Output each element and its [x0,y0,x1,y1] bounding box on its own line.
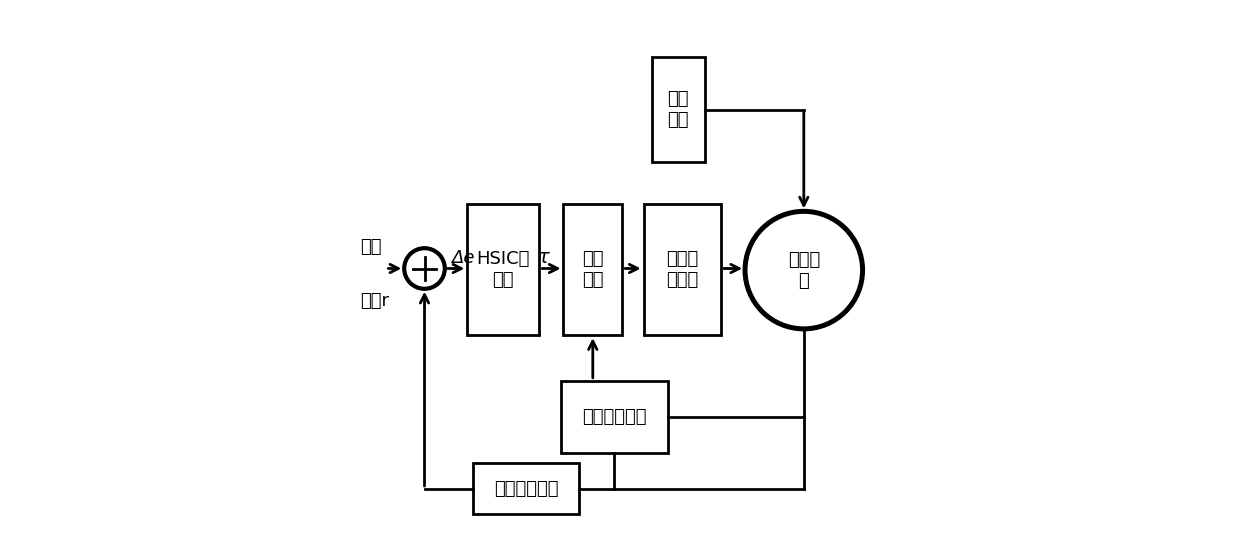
Text: 给定: 给定 [361,238,382,256]
FancyBboxPatch shape [652,57,705,162]
FancyBboxPatch shape [472,463,580,514]
Text: 换相
逻辑: 换相 逻辑 [582,250,603,289]
Text: 直流电
机: 直流电 机 [788,251,820,289]
Text: 三相霍尔信号: 三相霍尔信号 [582,408,647,426]
Text: Δe: Δe [451,249,475,267]
FancyBboxPatch shape [561,381,668,453]
Text: HSIC控
制器: HSIC控 制器 [477,250,530,289]
FancyBboxPatch shape [643,205,721,335]
Text: 负载
输入: 负载 输入 [668,90,689,129]
FancyBboxPatch shape [564,205,622,335]
Text: 功率开
关电路: 功率开 关电路 [667,250,699,289]
FancyBboxPatch shape [467,205,539,335]
Circle shape [745,212,862,329]
Circle shape [404,248,445,289]
Text: 转速r: 转速r [361,292,389,309]
Text: τ: τ [538,248,549,267]
Text: 电机转速反馈: 电机转速反馈 [494,480,559,498]
